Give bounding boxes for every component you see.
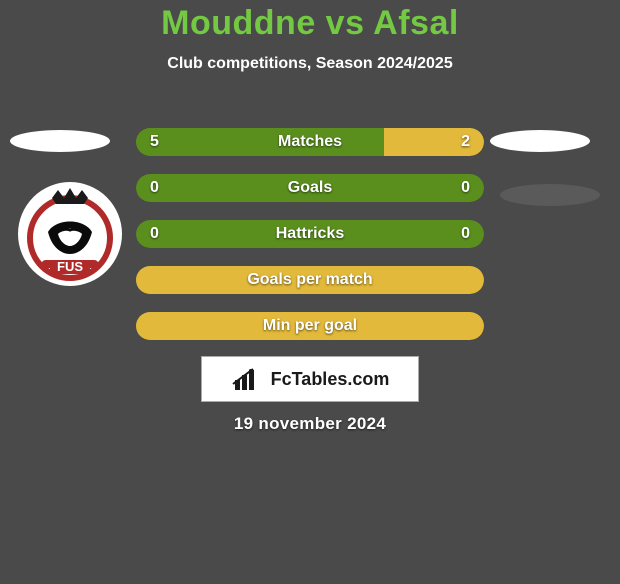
stat-bar-right-value: 0 xyxy=(461,174,470,202)
club-crest-icon: FUS xyxy=(18,182,122,286)
stat-bar-label: Hattricks xyxy=(136,220,484,248)
club-badge: FUS xyxy=(18,182,122,286)
fctables-logo: FcTables.com xyxy=(201,356,419,402)
svg-text:FUS: FUS xyxy=(57,259,83,274)
subtitle: Club competitions, Season 2024/2025 xyxy=(0,55,620,73)
page-title: Mouddne vs Afsal xyxy=(0,4,620,43)
stat-bar: Hattricks0 0 xyxy=(136,220,484,248)
stat-bar-label: Goals xyxy=(136,174,484,202)
stat-bar-left-value: 0 xyxy=(150,174,159,202)
stat-bar-label: Goals per match xyxy=(136,266,484,294)
fctables-text: FcTables.com xyxy=(271,369,390,390)
comparison-bars: Matches52Goals00Hattricks00Goals per mat… xyxy=(136,128,484,358)
stat-bar-label: Min per goal xyxy=(136,312,484,340)
stat-bar: Goals0 0 xyxy=(136,174,484,202)
stat-bar-label: Matches xyxy=(136,128,484,156)
side-oval xyxy=(500,184,600,206)
stat-bar-right-value: 2 xyxy=(461,128,470,156)
date-text: 19 november 2024 xyxy=(0,414,620,434)
stat-bar-right-value: 0 xyxy=(461,220,470,248)
side-oval xyxy=(490,130,590,152)
stat-bar: Min per goal xyxy=(136,312,484,340)
stat-bar-left-value: 5 xyxy=(150,128,159,156)
bar-chart-icon xyxy=(231,366,265,392)
stat-bar: Goals per match xyxy=(136,266,484,294)
side-oval xyxy=(10,130,110,152)
stat-bar: Matches5 2 xyxy=(136,128,484,156)
stat-bar-left-value: 0 xyxy=(150,220,159,248)
